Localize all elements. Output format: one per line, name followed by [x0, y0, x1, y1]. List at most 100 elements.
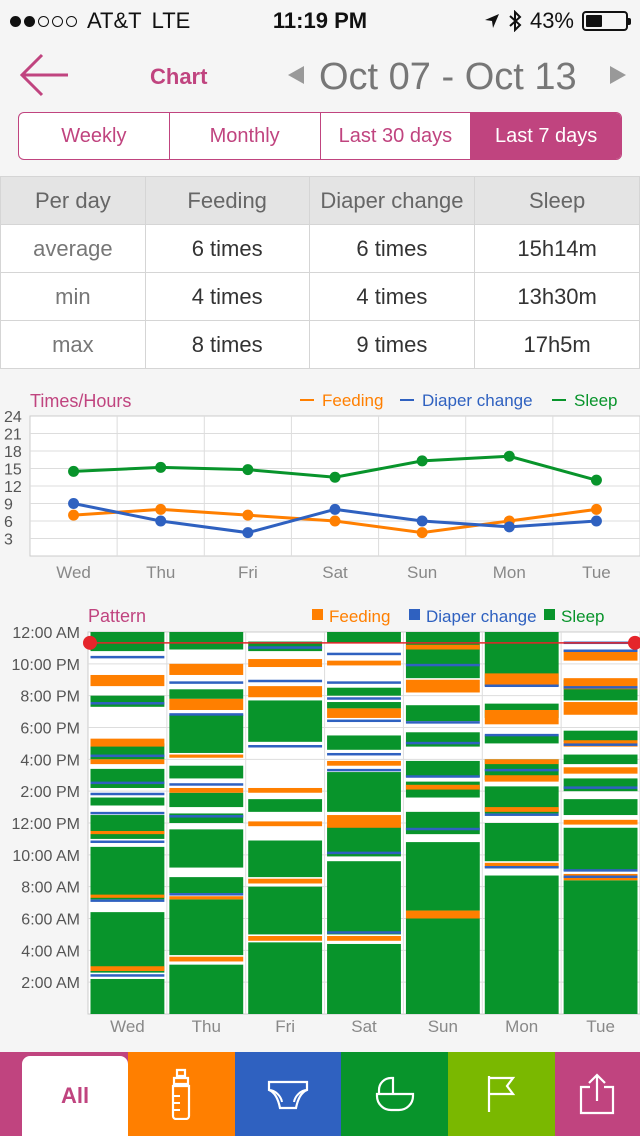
data-point: [416, 455, 428, 467]
tab-all[interactable]: All: [22, 1056, 128, 1136]
battery-percent: 43%: [529, 8, 574, 33]
diaper-marker: [90, 899, 165, 902]
feeding-block: [90, 759, 165, 765]
legend-label: Sleep: [574, 391, 617, 410]
feeding-block: [563, 819, 638, 825]
diaper-marker: [484, 684, 559, 688]
diaper-marker: [90, 792, 165, 796]
tab-last-30-days[interactable]: Last 30 days: [321, 113, 472, 159]
data-point: [329, 471, 341, 483]
diaper-marker: [248, 679, 323, 683]
x-tick-label: Wed: [56, 563, 91, 582]
page-title: Chart: [150, 64, 208, 89]
date-range-label: Oct 07 - Oct 13: [319, 56, 577, 98]
feeding-block: [169, 698, 244, 710]
legend-swatch: [544, 609, 555, 620]
feeding-block: [484, 759, 559, 765]
sleep-block: [169, 964, 244, 1014]
feeding-block: [169, 754, 244, 758]
data-point: [416, 527, 428, 539]
tab-weekly[interactable]: Weekly: [19, 113, 170, 159]
sleep-block: [405, 811, 480, 835]
feeding-block: [484, 862, 559, 868]
tab-feeding[interactable]: [128, 1052, 235, 1136]
x-tick-label: Thu: [192, 1017, 221, 1036]
data-point: [242, 527, 254, 539]
diaper-marker: [405, 663, 480, 667]
diaper-marker: [327, 851, 401, 855]
diaper-marker: [484, 813, 559, 816]
tab-monthly[interactable]: Monthly: [170, 113, 321, 159]
feeding-block: [248, 686, 323, 698]
data-point: [503, 521, 515, 533]
next-range-button[interactable]: [610, 66, 626, 84]
chart-title: Pattern: [88, 606, 146, 626]
tab-sleep[interactable]: [341, 1052, 448, 1136]
data-point: [242, 509, 254, 521]
diaper-marker: [484, 768, 559, 772]
tab-diaper[interactable]: [234, 1052, 342, 1136]
legend-label: Diaper change: [426, 607, 537, 626]
feeding-block: [248, 787, 323, 793]
sleep-block: [327, 861, 401, 935]
x-tick-label: Fri: [238, 563, 258, 582]
sleep-block: [327, 687, 401, 696]
x-tick-label: Tue: [582, 563, 611, 582]
tab-last-7-days[interactable]: Last 7 days: [471, 113, 621, 159]
diaper-marker: [563, 649, 638, 653]
sleep-block: [169, 632, 244, 650]
sleep-block: [484, 875, 559, 1014]
sleep-block: [248, 799, 323, 812]
stats-table: Per day Feeding Diaper change Sleep aver…: [0, 176, 640, 369]
current-time-marker: [83, 635, 97, 650]
diaper-marker: [90, 974, 165, 977]
feeding-block: [327, 660, 401, 666]
previous-range-button[interactable]: [288, 66, 304, 84]
diaper-marker: [169, 713, 244, 716]
sleep-block: [248, 840, 323, 878]
diaper-marker: [90, 702, 165, 705]
sleep-block: [327, 735, 401, 750]
sleep-block: [90, 695, 165, 707]
feeding-block: [327, 815, 401, 828]
table-row: average 6 times 6 times 15h14m: [0, 224, 640, 273]
y-tick-label: 10:00 PM: [12, 657, 80, 674]
x-tick-label: Sun: [428, 1017, 458, 1036]
diaper-marker: [327, 719, 401, 723]
diaper-marker: [563, 686, 638, 689]
share-button[interactable]: [554, 1052, 640, 1136]
diaper-marker: [563, 786, 638, 789]
sleep-block: [90, 815, 165, 839]
table-cell: 9 times: [308, 320, 476, 369]
diaper-marker: [327, 752, 401, 756]
feeding-block: [90, 674, 165, 687]
sleep-block: [169, 877, 244, 894]
sleep-block: [90, 846, 165, 900]
feeding-block: [484, 775, 559, 782]
status-right: 43%: [484, 8, 631, 34]
signal-strength-icon: [10, 15, 77, 27]
sleep-block: [169, 813, 244, 823]
sleep-block: [405, 705, 480, 722]
data-point: [329, 503, 341, 515]
x-tick-label: Sat: [351, 1017, 377, 1036]
x-tick-label: Sun: [407, 563, 437, 582]
x-tick-label: Mon: [505, 1017, 538, 1036]
feeding-block: [90, 894, 165, 898]
back-arrow-icon[interactable]: [18, 50, 74, 100]
diaper-icon: [267, 1080, 309, 1110]
x-tick-label: Mon: [493, 563, 526, 582]
table-header-row: Per day Feeding Diaper change Sleep: [0, 176, 640, 225]
y-tick-label: 4:00 AM: [21, 943, 80, 960]
sleep-block: [484, 823, 559, 862]
diaper-marker: [327, 931, 401, 934]
status-left: AT&T LTE: [10, 8, 190, 34]
tab-other[interactable]: [447, 1052, 555, 1136]
feeding-block: [563, 649, 638, 661]
feeding-block: [327, 708, 401, 718]
header: Chart Oct 07 - Oct 13: [0, 40, 640, 110]
sleep-block: [405, 781, 480, 798]
diaper-marker: [405, 741, 480, 745]
y-tick-label: 6:00 AM: [21, 912, 80, 929]
